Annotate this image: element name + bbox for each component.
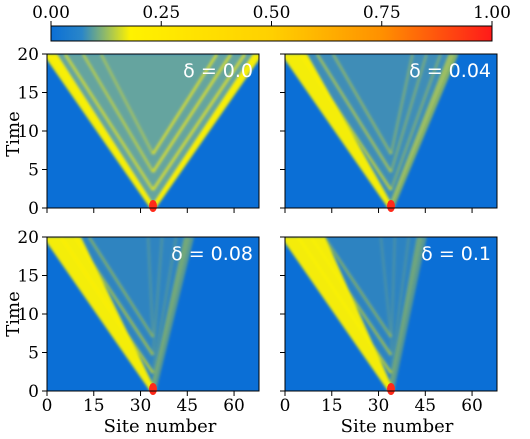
- heatmap-panel: δ = 0.0 0 5 10 15 20: [17, 45, 260, 219]
- left-branch: [59, 237, 155, 374]
- right-branch: [389, 54, 415, 155]
- colorbar: 0.00 0.25 0.50 0.75 1.00: [32, 3, 511, 42]
- left-branch: [299, 54, 393, 191]
- y-tick-label: 0: [28, 199, 39, 219]
- colorbar-tick-label: 0.25: [142, 3, 180, 23]
- left-branch: [87, 237, 155, 338]
- source-hotspot: [149, 200, 157, 212]
- y-tick-label: 5: [28, 344, 39, 364]
- source-hotspot: [149, 383, 157, 395]
- wave-pattern: [47, 237, 195, 391]
- right-branch: [146, 237, 155, 338]
- y-tick-label: 0: [28, 382, 39, 402]
- heatmap-panel: δ = 0.08 0 15 30 45 60 0 5 10 15 20: [17, 228, 260, 416]
- x-tick-label: 0: [42, 396, 53, 416]
- x-tick-label: 0: [280, 396, 291, 416]
- x-tick-label: 15: [321, 396, 343, 416]
- x-tick-label: 60: [223, 396, 245, 416]
- right-branch: [389, 237, 411, 374]
- colorbar-bar: [50, 25, 493, 42]
- y-tick-label: 20: [17, 45, 39, 65]
- colorbar-tick-label: 0.75: [363, 3, 401, 23]
- right-front: [150, 237, 195, 391]
- left-front: [47, 237, 156, 391]
- left-branch: [63, 54, 155, 191]
- x-tick-label: 45: [176, 396, 198, 416]
- x-tick-label: 60: [461, 396, 483, 416]
- right-branch: [151, 237, 164, 356]
- y-tick-label: 10: [17, 305, 39, 325]
- y-tick-label: 10: [17, 122, 39, 142]
- wave-pattern: [285, 54, 459, 208]
- colorbar-ticks: 0.00 0.25 0.50 0.75 1.00: [32, 3, 511, 26]
- left-branch: [81, 54, 155, 173]
- panel-label: δ = 0.0: [183, 60, 253, 82]
- right-front: [388, 54, 459, 208]
- right-branch: [389, 54, 443, 191]
- heatmap-panel: δ = 0.1 0 15 30 45 60: [280, 236, 498, 416]
- source-hotspot: [387, 383, 395, 395]
- left-branch: [99, 54, 155, 155]
- right-branch: [151, 54, 219, 155]
- panel-label: δ = 0.1: [421, 243, 491, 265]
- x-axis-label-left: Site number: [104, 416, 217, 437]
- left-front: [47, 54, 156, 208]
- y-axis-label-top: Time: [3, 111, 24, 156]
- wave-pattern: [47, 54, 259, 208]
- right-branch: [379, 237, 393, 338]
- x-tick-label: 15: [83, 396, 105, 416]
- y-tick-label: 15: [17, 267, 39, 287]
- left-front: [285, 237, 394, 391]
- panel-label: δ = 0.04: [409, 60, 491, 82]
- left-branch: [322, 237, 393, 338]
- left-branch: [296, 237, 393, 374]
- right-front: [388, 237, 427, 391]
- left-front: [285, 54, 394, 208]
- left-branch: [331, 54, 393, 155]
- y-tick-label: 20: [17, 228, 39, 248]
- right-branch: [151, 237, 178, 374]
- y-tick-label: 5: [28, 161, 39, 181]
- right-branch: [389, 54, 429, 173]
- colorbar-tick-label: 0.50: [253, 3, 291, 23]
- panel-label: δ = 0.08: [171, 243, 253, 265]
- heatmap-panels: δ = 0.0 0 5 10 15 20 δ = 0.04 δ = 0.08 0 15 30 45 60…: [17, 45, 498, 416]
- left-branch: [309, 237, 393, 356]
- left-branch: [73, 237, 155, 356]
- x-tick-label: 30: [130, 396, 152, 416]
- left-branch: [315, 54, 393, 173]
- right-branch: [151, 54, 247, 191]
- wave-pattern: [285, 237, 427, 391]
- colorbar-tick-label: 0.00: [32, 3, 70, 23]
- heatmap-panel: δ = 0.04: [280, 53, 498, 213]
- x-tick-label: 30: [368, 396, 390, 416]
- colorbar-tick-label: 1.00: [473, 3, 511, 23]
- y-tick-label: 15: [17, 84, 39, 104]
- right-branch: [151, 54, 233, 173]
- right-front: [150, 54, 259, 208]
- source-hotspot: [387, 200, 395, 212]
- x-axis-label-right: Site number: [341, 416, 454, 437]
- y-axis-label-bottom: Time: [3, 291, 24, 336]
- x-tick-label: 45: [414, 396, 436, 416]
